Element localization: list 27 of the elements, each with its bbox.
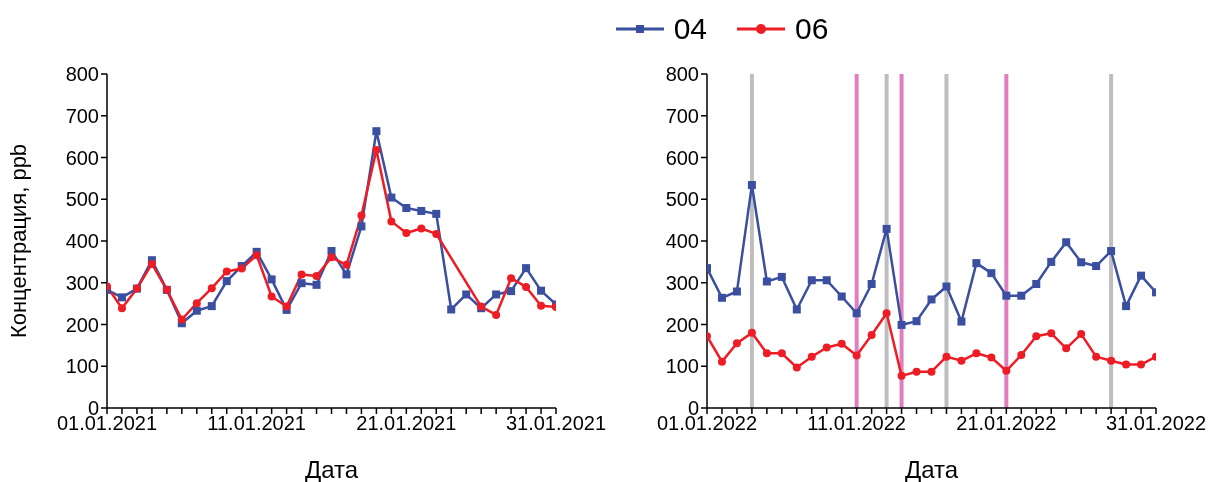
y-tick-label: 700 [665,104,699,127]
x-tick-label: 21.01.2021 [356,412,457,435]
x-tick-label: 11.01.2021 [207,412,306,435]
legend-label: 06 [795,12,829,46]
y-tick-label: 800 [65,63,99,86]
y-tick-label: 300 [65,271,99,294]
x-tick-label: 31.01.2022 [1105,412,1207,435]
y-tick-label: 200 [665,313,699,336]
y-axis-title: Концентрация, ppb [5,143,31,339]
y-tick-label: 800 [665,63,699,86]
legend-label: 04 [673,12,707,46]
y-tick-label: 500 [65,188,99,211]
y-tick-label: 400 [665,230,699,253]
y-tick-label: 600 [665,146,699,169]
y-tick-label: 100 [65,355,99,378]
y-tick-label: 500 [665,188,699,211]
y-tick-label: 700 [65,104,99,127]
x-axis-title: Дата [304,456,359,482]
y-tick-label: 600 [65,146,99,169]
y-tick-label: 300 [665,271,699,294]
x-tick-label: 21.01.2022 [956,412,1057,435]
y-tick-label: 400 [65,230,99,253]
x-axis-title: Дата [904,456,959,482]
x-tick-label: 31.01.2021 [505,412,607,435]
x-tick-label: 11.01.2022 [807,412,906,435]
y-tick-label: 200 [65,313,99,336]
y-tick-label: 100 [665,355,699,378]
